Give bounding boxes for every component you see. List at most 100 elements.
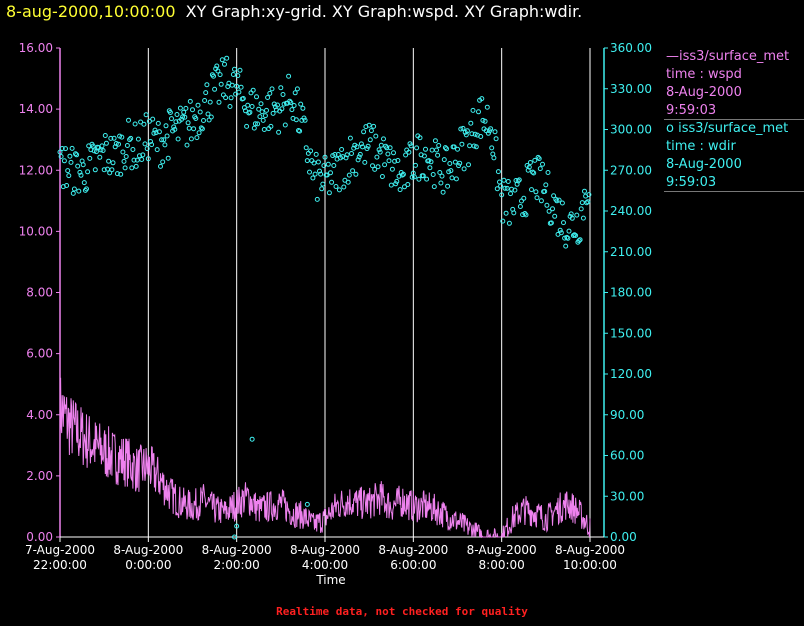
wdir-point <box>389 166 395 172</box>
wdir-point <box>556 197 562 203</box>
wdir-point <box>385 151 391 157</box>
wdir-point <box>497 179 502 185</box>
wdir-point <box>386 158 392 164</box>
wdir-point <box>335 152 341 157</box>
wdir-point <box>249 104 255 109</box>
wdir-point <box>202 98 208 103</box>
wdir-point <box>297 128 303 134</box>
wdir-point <box>59 146 65 151</box>
wdir-point <box>580 215 586 221</box>
right-tick-label: 30.00 <box>610 489 644 503</box>
wdir-point <box>529 187 534 193</box>
wdir-point <box>314 196 320 202</box>
wdir-point <box>208 114 214 120</box>
wdir-point <box>440 189 446 195</box>
wdir-point <box>251 125 257 131</box>
wdir-point <box>173 119 179 125</box>
wdir-point <box>129 165 135 171</box>
wdir-point <box>535 154 541 160</box>
wdir-point <box>111 135 117 141</box>
chart-header: 8-aug-2000,10:00:00 XY Graph:xy-grid. XY… <box>6 2 582 21</box>
wdir-point <box>302 117 308 123</box>
wdir-point <box>429 147 435 153</box>
wdir-point <box>470 107 476 113</box>
wdir-point <box>492 129 498 135</box>
wdir-point <box>245 102 251 108</box>
wdir-point <box>515 178 521 184</box>
wdir-point <box>367 137 373 143</box>
wdir-point <box>282 122 288 128</box>
wdir-point <box>140 152 146 158</box>
wdir-point <box>326 190 332 196</box>
left-tick-label: 2.00 <box>26 469 53 483</box>
wdir-point <box>85 169 91 175</box>
wdir-point <box>543 182 549 188</box>
wdir-point <box>573 233 579 238</box>
wdir-point <box>128 135 134 141</box>
wdir-point <box>91 148 97 154</box>
wdir-point <box>87 155 93 161</box>
wdir-point <box>132 121 138 127</box>
wdir-point <box>318 171 324 177</box>
wdir-point <box>375 164 381 170</box>
wdir-point <box>332 152 338 157</box>
wdir-point <box>393 181 399 187</box>
wdir-point <box>489 145 495 151</box>
wdir-point <box>110 160 116 166</box>
wdir-point <box>585 199 591 205</box>
wdir-point <box>215 68 221 74</box>
wdir-point <box>228 95 234 101</box>
wdir-point <box>534 195 540 201</box>
line-marker-icon: — <box>666 49 679 64</box>
wdir-point <box>293 117 299 123</box>
wdir-point <box>315 159 321 165</box>
wdir-point <box>503 210 509 216</box>
left-tick-label: 8.00 <box>26 286 53 300</box>
wdir-point <box>331 163 337 168</box>
wdir-point <box>397 187 403 193</box>
wdir-point <box>416 176 422 182</box>
wdir-point <box>449 175 455 181</box>
wdir-point <box>436 143 442 148</box>
wdir-point <box>458 126 464 132</box>
wdir-point <box>438 180 444 186</box>
wdir-point <box>124 143 130 148</box>
wdir-point <box>579 200 585 206</box>
wdir-point <box>378 142 384 148</box>
legend-divider <box>664 119 804 120</box>
wdir-point <box>408 143 414 149</box>
wdir-point <box>325 161 331 167</box>
wdir-point <box>346 172 352 178</box>
wdir-point <box>172 126 178 132</box>
wdir-point <box>455 146 460 152</box>
wdir-point <box>119 134 125 140</box>
wdir-point <box>345 179 351 185</box>
wdir-point <box>420 173 426 179</box>
wspd-line <box>59 377 591 539</box>
wdir-point <box>527 160 533 165</box>
wdir-point <box>57 149 63 155</box>
wdir-point <box>199 126 205 132</box>
wdir-point <box>322 154 328 160</box>
wdir-point <box>127 137 133 143</box>
left-tick-label: 16.00 <box>19 41 53 55</box>
wdir-point <box>464 128 470 134</box>
wdir-point <box>391 150 396 156</box>
x-tick-time: 8:00:00 <box>479 558 525 572</box>
wdir-point <box>158 163 163 169</box>
wdir-point <box>341 184 347 190</box>
wdir-point <box>387 145 393 151</box>
wdir-point <box>354 144 360 150</box>
right-tick-label: 210.00 <box>610 245 652 259</box>
wdir-point <box>247 109 253 115</box>
legend-wdir: o iss3/surface_met time : wdir 8-Aug-200… <box>666 120 788 192</box>
wdir-point <box>69 145 75 151</box>
wdir-point <box>177 105 183 111</box>
wdir-point <box>336 187 342 193</box>
wdir-point <box>108 135 114 141</box>
wdir-point <box>300 105 306 111</box>
wdir-point <box>478 134 484 139</box>
wdir-point <box>427 165 433 171</box>
wdir-point <box>421 153 427 159</box>
wdir-point <box>499 192 505 198</box>
